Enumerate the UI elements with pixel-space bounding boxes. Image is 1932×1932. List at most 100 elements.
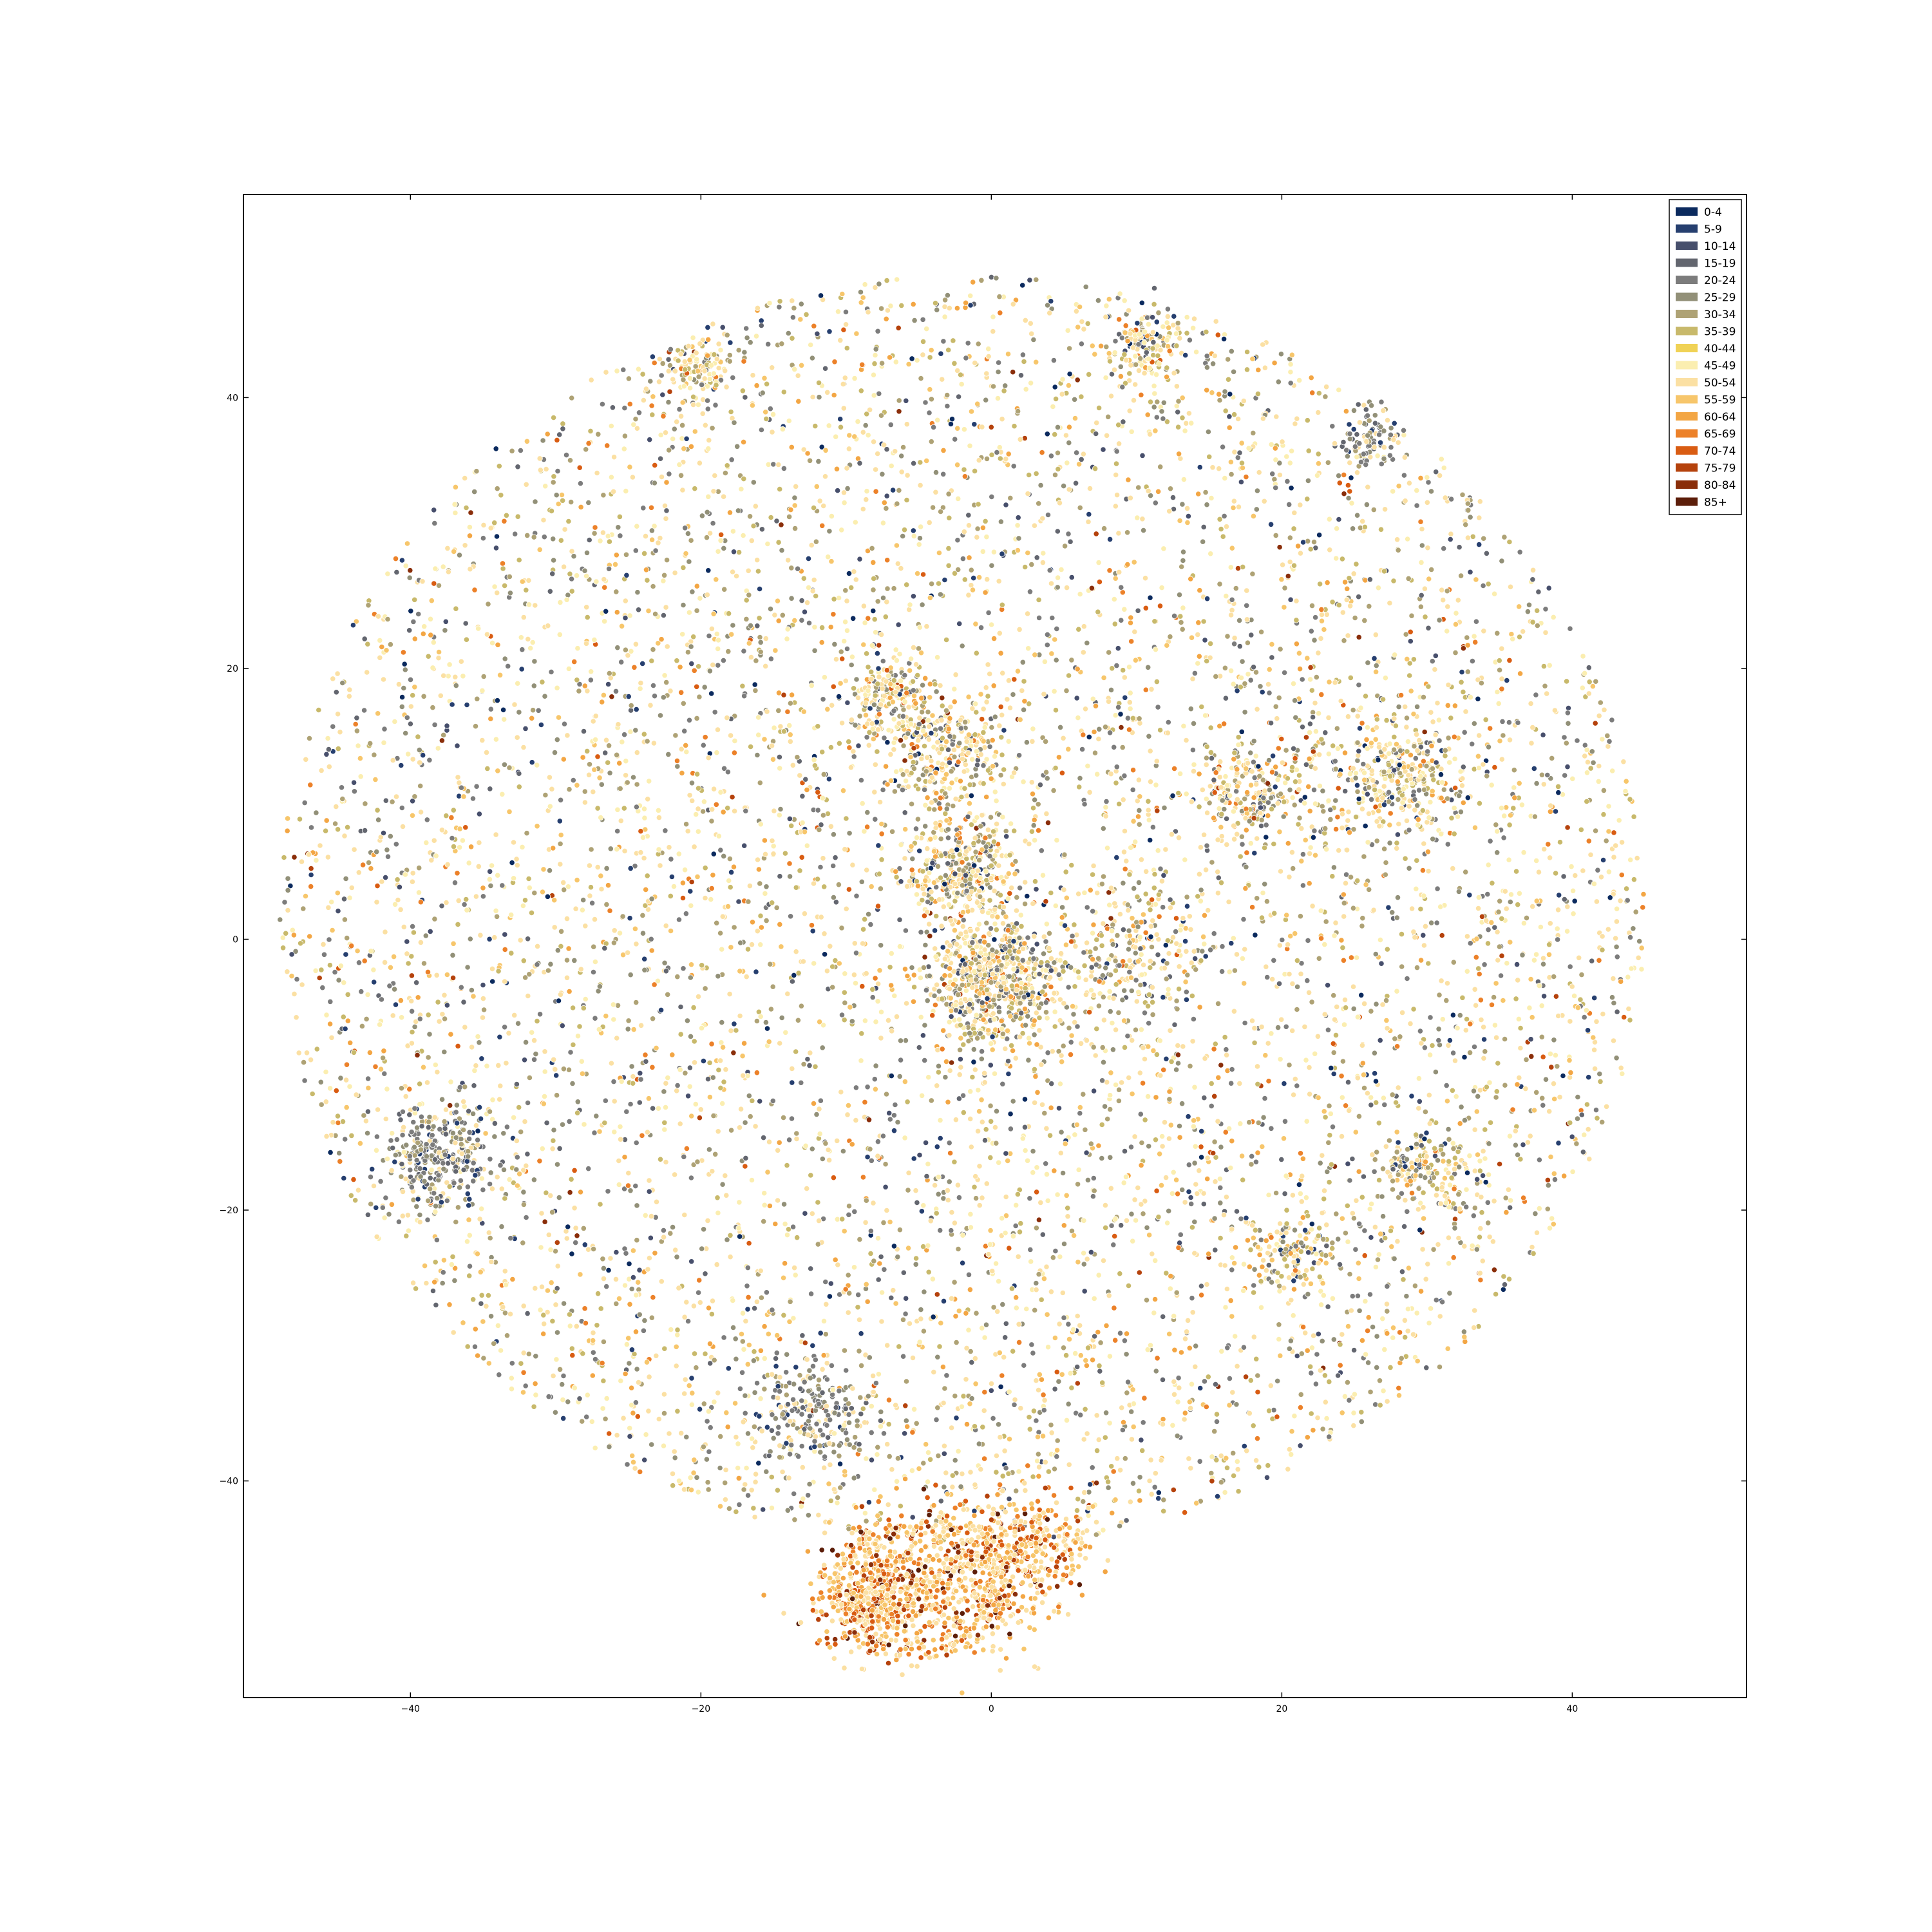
- data-point: [1362, 577, 1368, 583]
- data-point: [509, 1360, 515, 1367]
- data-point: [674, 1332, 681, 1338]
- data-point: [478, 1056, 485, 1062]
- data-point: [1222, 1304, 1229, 1311]
- data-point: [1473, 576, 1479, 583]
- data-point: [766, 1202, 773, 1209]
- data-point: [1473, 1108, 1480, 1115]
- data-point: [598, 781, 605, 788]
- data-point: [873, 1063, 879, 1069]
- data-point: [369, 1166, 375, 1173]
- data-point: [1576, 954, 1582, 961]
- data-point: [938, 836, 944, 842]
- data-point: [1179, 564, 1185, 570]
- data-point: [577, 1189, 584, 1195]
- data-point: [836, 740, 843, 746]
- data-point: [1548, 1153, 1554, 1160]
- data-point: [1428, 566, 1435, 573]
- data-point: [618, 623, 625, 629]
- data-point: [1290, 1312, 1296, 1319]
- data-point: [1396, 1385, 1402, 1391]
- data-point: [1365, 659, 1371, 666]
- data-point: [1286, 1446, 1293, 1453]
- data-point: [632, 547, 639, 554]
- data-point: [1137, 1497, 1143, 1504]
- data-point: [608, 474, 615, 480]
- data-point: [1408, 612, 1415, 619]
- data-point: [527, 645, 534, 652]
- data-point: [1444, 1345, 1451, 1352]
- data-point: [1170, 1486, 1177, 1493]
- data-point: [1323, 918, 1329, 925]
- data-point: [1347, 1177, 1353, 1184]
- data-point: [1208, 551, 1214, 557]
- data-point: [717, 1057, 724, 1064]
- data-point: [820, 771, 827, 778]
- data-point: [409, 1029, 415, 1036]
- data-point: [569, 1005, 576, 1011]
- data-point: [1371, 1168, 1378, 1175]
- data-point: [891, 788, 898, 795]
- data-point: [880, 520, 887, 526]
- data-point: [1278, 351, 1285, 357]
- data-point: [1188, 1200, 1195, 1208]
- data-point: [1037, 482, 1044, 489]
- data-point: [1390, 1334, 1396, 1341]
- data-point: [755, 866, 762, 873]
- data-point: [1041, 1110, 1048, 1117]
- data-point: [745, 1492, 752, 1499]
- data-point: [934, 1405, 941, 1411]
- data-point: [656, 379, 663, 385]
- data-point: [883, 763, 889, 770]
- data-point: [402, 1093, 409, 1100]
- data-point: [900, 533, 906, 540]
- data-point: [1111, 1305, 1117, 1311]
- data-point: [549, 786, 555, 792]
- data-point: [613, 1249, 620, 1256]
- data-point: [1315, 409, 1321, 416]
- data-point: [903, 1295, 909, 1302]
- data-point: [656, 355, 663, 363]
- data-point: [294, 976, 300, 983]
- data-point: [594, 864, 601, 871]
- data-point: [1031, 522, 1038, 529]
- data-point: [1619, 839, 1625, 846]
- data-point: [296, 1050, 302, 1056]
- data-point: [815, 876, 821, 882]
- data-point: [806, 620, 813, 627]
- data-point: [1256, 1251, 1263, 1258]
- data-point: [1359, 518, 1366, 525]
- data-point: [753, 333, 760, 339]
- data-point: [968, 408, 975, 415]
- data-point: [1436, 992, 1443, 998]
- data-point: [1048, 1104, 1054, 1111]
- data-point: [708, 885, 715, 892]
- data-point: [480, 535, 487, 542]
- data-point: [592, 736, 599, 743]
- data-point: [1375, 585, 1381, 591]
- data-point: [338, 784, 345, 791]
- data-point: [1483, 918, 1490, 924]
- data-point: [552, 1409, 559, 1416]
- data-point: [1099, 1077, 1106, 1084]
- data-point: [870, 559, 876, 566]
- data-point: [641, 806, 648, 812]
- data-point: [571, 957, 578, 964]
- data-point: [1476, 971, 1482, 978]
- data-point: [754, 928, 761, 934]
- data-point: [1584, 770, 1591, 776]
- data-point: [857, 289, 864, 296]
- data-point: [712, 402, 719, 408]
- data-point: [1476, 732, 1482, 739]
- data-point: [1331, 1336, 1337, 1343]
- data-point: [422, 933, 429, 939]
- data-point: [989, 737, 996, 744]
- data-point: [1479, 1258, 1486, 1264]
- data-point: [799, 854, 805, 860]
- data-point: [1326, 1179, 1332, 1186]
- data-point: [972, 1066, 978, 1073]
- data-point: [397, 906, 404, 913]
- data-point: [576, 1396, 583, 1402]
- data-point: [808, 682, 815, 689]
- data-point: [965, 1327, 972, 1333]
- data-point: [702, 1350, 708, 1357]
